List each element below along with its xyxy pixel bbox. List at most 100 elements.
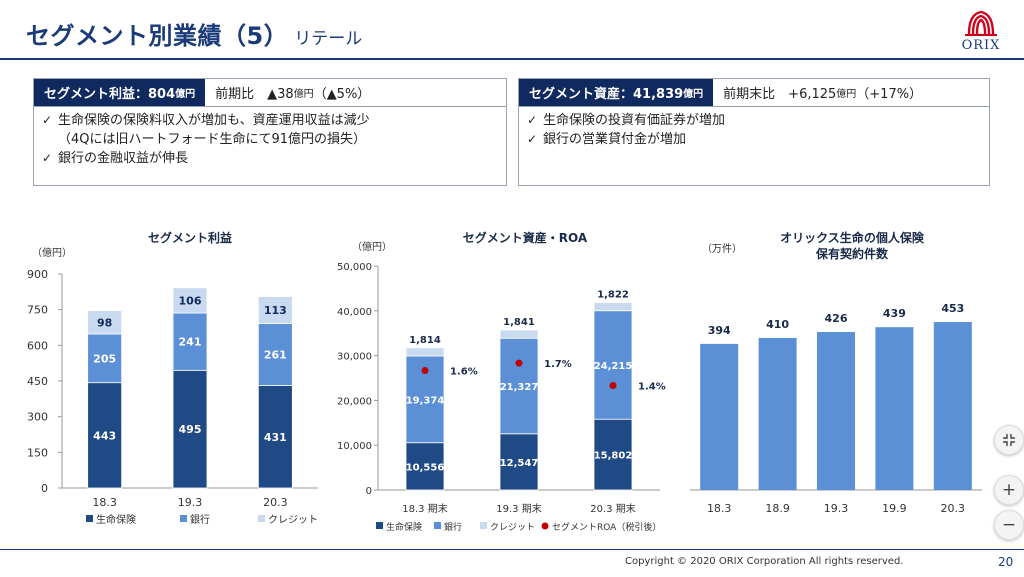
- zoom-out-button[interactable]: −: [994, 510, 1024, 540]
- x-tick-label: 19.9: [882, 502, 907, 515]
- zoom-in-button[interactable]: +: [994, 475, 1024, 505]
- data-label: 106: [179, 294, 202, 307]
- legend-label: クレジット: [490, 522, 535, 533]
- zoom-out-icon: −: [1001, 515, 1017, 535]
- data-label: 426: [825, 312, 848, 325]
- segment-assets-notes: 生命保険の投資有価証券が増加 銀行の営業貸付金が増加: [519, 107, 989, 153]
- segment-profit-chart: セグメント利益 （億円） 0 150 300 450 600 750 900 443 205 98 18…: [27, 230, 318, 526]
- copyright-text: Copyright © 2020 ORIX Corporation All ri…: [625, 556, 904, 567]
- chart-title: セグメント利益: [148, 230, 232, 245]
- legend-label: セグメントROA（税引後）: [552, 521, 661, 533]
- data-label: 431: [264, 431, 287, 444]
- bar-segment: [87, 310, 123, 335]
- legend-swatch: [480, 522, 487, 529]
- segment-profit-yoy: 前期比 ▲38 億円 （▲5%）: [215, 87, 371, 102]
- bullet-item: 生命保険の保険料収入が増加も、資産運用収益は減少: [42, 111, 498, 130]
- legend-label: 生命保険: [96, 513, 136, 526]
- bar-segment: [172, 287, 208, 314]
- segment-profit-header: セグメント利益：804 億円 前期比 ▲38 億円 （▲5%）: [34, 79, 506, 107]
- bullet-item: 銀行の金融収益が伸長: [42, 149, 498, 168]
- legend-label: 銀行: [444, 521, 462, 533]
- x-tick-label: 18.3: [92, 496, 117, 509]
- bullet-item-continued: （4Qには旧ハートフォード生命にて91億円の損失）: [58, 132, 367, 147]
- bar-segment: [172, 369, 208, 489]
- bar-segment: [172, 312, 208, 371]
- data-label: 10,556: [406, 462, 445, 473]
- legend-label: クレジット: [268, 514, 318, 526]
- x-tick-label: 19.3: [824, 502, 849, 515]
- orix-logo: ORIX: [956, 8, 1006, 56]
- roa-marker: [609, 381, 617, 389]
- data-label: 495: [179, 423, 202, 436]
- segment-assets-header: セグメント資産：41,839 億円 前期末比 +6,125 億円 （+17%）: [519, 79, 989, 107]
- bar: [700, 343, 739, 490]
- legend-label: 生命保険: [386, 521, 422, 533]
- bar: [875, 327, 914, 490]
- roa-label: 1.6%: [450, 367, 478, 378]
- y-tick-label: 30,000: [337, 352, 372, 363]
- y-tick-label: 900: [27, 268, 48, 281]
- data-label: 205: [93, 352, 116, 365]
- segment-profit-label: セグメント利益：804 億円: [34, 79, 206, 106]
- data-label: 19,374: [406, 395, 445, 406]
- orix-logo-text: ORIX: [961, 38, 1001, 53]
- y-tick-label: 50,000: [337, 262, 372, 273]
- segment-assets-change: 前期末比 +6,125 億円 （+17%）: [723, 87, 923, 102]
- legend-swatch: [376, 522, 383, 529]
- page-title-group: セグメント別業績（5） リテール: [26, 16, 362, 50]
- zoom-in-icon: +: [1001, 480, 1017, 500]
- segment-assets-roa-chart: セグメント資産・ROA （億円） 0 10,000 20,000 30,000 40,000…: [337, 230, 666, 533]
- x-tick-label: 18.9: [765, 502, 790, 515]
- y-tick-label: 20,000: [337, 396, 372, 407]
- page-title: セグメント別業績（5）: [26, 22, 289, 50]
- data-label: 439: [883, 307, 906, 320]
- bar: [817, 332, 855, 490]
- data-label: 241: [179, 336, 202, 349]
- bar: [933, 322, 972, 490]
- x-tick-label: 18.3 期末: [402, 502, 447, 515]
- bar-segment: [257, 296, 293, 324]
- bar: [758, 337, 797, 490]
- x-tick-label: 18.3: [707, 502, 732, 515]
- roa-marker: [515, 359, 523, 367]
- bullet-item: 生命保険の投資有価証券が増加: [527, 111, 981, 130]
- data-label: 394: [708, 324, 731, 337]
- legend-swatch: [180, 515, 187, 522]
- bar-segment: [593, 302, 633, 312]
- y-tick-label: 750: [27, 304, 48, 317]
- fit-screen-button[interactable]: [994, 425, 1024, 455]
- y-tick-label: 40,000: [337, 307, 372, 318]
- y-axis-unit: （億円）: [32, 246, 72, 259]
- page-number: 20: [998, 555, 1014, 569]
- roa-label: 1.4%: [638, 381, 666, 392]
- title-divider: [0, 58, 1024, 60]
- y-tick-label: 0: [366, 486, 372, 497]
- data-label: 113: [264, 304, 287, 317]
- x-tick-label: 19.3: [178, 496, 203, 509]
- bar-segment: [405, 442, 445, 491]
- chart-title-line2: 保有契約件数: [815, 246, 889, 261]
- y-axis-unit: （万件）: [702, 243, 742, 255]
- data-label: 443: [93, 429, 116, 442]
- x-tick-label: 20.3: [263, 496, 288, 509]
- data-label: 15,802: [594, 451, 633, 462]
- data-label: 98: [97, 316, 112, 329]
- fit-screen-icon: [1003, 434, 1015, 446]
- y-tick-label: 0: [41, 482, 48, 495]
- legend-label: 銀行: [190, 513, 210, 526]
- data-label: 24,215: [594, 361, 633, 372]
- x-tick-label: 19.3 期末: [496, 502, 541, 515]
- bar-segment: [257, 323, 293, 386]
- y-axis-unit: （億円）: [352, 240, 392, 253]
- data-label: 21,327: [500, 382, 539, 393]
- bar-segment: [405, 347, 445, 357]
- x-tick-label: 20.3 期末: [590, 502, 635, 515]
- chart-title: セグメント資産・ROA: [463, 230, 588, 245]
- segment-profit-notes: 生命保険の保険料収入が増加も、資産運用収益は減少 （4Qには旧ハートフォード生命…: [34, 107, 506, 172]
- data-label: 453: [941, 302, 964, 315]
- y-tick-label: 10,000: [337, 441, 372, 452]
- x-tick-label: 20.3: [941, 502, 966, 515]
- chart-title: オリックス生命の個人保険: [780, 230, 925, 245]
